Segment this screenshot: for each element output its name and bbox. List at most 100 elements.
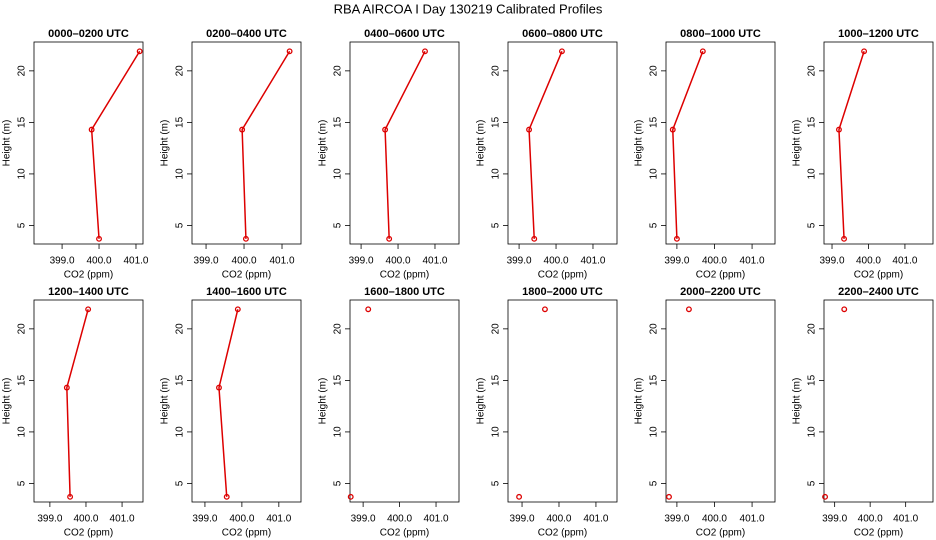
x-tick-label: 399.0 (194, 256, 219, 267)
y-tick-label: 5 (807, 480, 818, 486)
profile-line (838, 51, 865, 239)
x-axis-label: CO2 (ppm) (64, 270, 113, 281)
y-tick-label: 15 (17, 116, 28, 128)
data-point (67, 493, 74, 500)
y-tick-label: 20 (175, 65, 186, 77)
x-tick-label: 399.0 (820, 256, 845, 267)
y-tick-label: 15 (491, 374, 502, 386)
x-axis-label: CO2 (ppm) (222, 528, 271, 539)
x-tick-label: 400.0 (87, 256, 112, 267)
profile-line (672, 51, 704, 239)
x-tick-label: 401.0 (893, 514, 918, 525)
y-tick-label: 20 (175, 323, 186, 335)
y-tick-label: 20 (333, 323, 344, 335)
y-tick-label: 10 (807, 426, 818, 438)
panel-title: 1200–1400 UTC (48, 286, 129, 298)
x-tick-label: 400.0 (232, 256, 257, 267)
x-tick-label: 401.0 (269, 256, 294, 267)
data-point (516, 493, 523, 500)
x-axis-label: CO2 (ppm) (696, 270, 745, 281)
x-tick-label: 401.0 (740, 256, 765, 267)
panel-title: 1000–1200 UTC (838, 28, 919, 40)
data-point (286, 48, 293, 55)
y-tick-label: 10 (333, 168, 344, 180)
y-tick-label: 20 (491, 323, 502, 335)
x-tick-label: 399.0 (822, 514, 847, 525)
profile-line (528, 50, 563, 239)
plot-frame (507, 299, 618, 503)
x-tick-label: 401.0 (740, 514, 765, 525)
y-tick-label: 10 (491, 168, 502, 180)
x-tick-label: 401.0 (123, 256, 148, 267)
data-point (666, 493, 672, 500)
panel-title: 0400–0600 UTC (364, 28, 445, 40)
y-tick-label: 5 (333, 480, 344, 486)
y-tick-label: 10 (175, 168, 186, 180)
plot-frame (191, 299, 302, 503)
x-tick-label: 400.0 (702, 256, 727, 267)
y-tick-label: 5 (17, 480, 28, 486)
data-point (234, 306, 241, 313)
profile-line (218, 309, 239, 497)
data-point (541, 306, 548, 313)
x-tick-label: 400.0 (387, 514, 412, 525)
y-tick-label: 15 (333, 116, 344, 128)
panel-title: 0000–0200 UTC (48, 28, 129, 40)
y-tick-label: 5 (175, 222, 186, 228)
y-tick-label: 15 (175, 116, 186, 128)
profile-line (66, 309, 89, 497)
y-tick-label: 10 (649, 426, 660, 438)
data-point (558, 48, 565, 55)
data-point (347, 493, 354, 500)
data-point (96, 235, 102, 242)
y-tick-label: 5 (491, 480, 502, 486)
plot-frame (349, 299, 460, 503)
data-point (861, 48, 868, 55)
y-tick-label: 10 (649, 168, 660, 180)
y-axis-label: Height (m) (476, 120, 487, 167)
data-point (526, 126, 533, 133)
y-tick-label: 15 (333, 374, 344, 386)
y-tick-label: 15 (17, 374, 28, 386)
data-point (841, 306, 848, 313)
y-tick-label: 20 (807, 323, 818, 335)
panel-title: 2200–2400 UTC (838, 286, 919, 298)
data-point (386, 235, 393, 242)
data-point (365, 306, 372, 313)
x-tick-label: 401.0 (422, 256, 447, 267)
plot-frame (665, 41, 776, 245)
y-tick-label: 15 (649, 116, 660, 128)
data-point (239, 126, 246, 133)
y-tick-label: 20 (491, 65, 502, 77)
y-tick-label: 10 (491, 426, 502, 438)
plot-frame (823, 41, 934, 245)
panel-title: 0200–0400 UTC (206, 28, 287, 40)
y-tick-label: 5 (175, 480, 186, 486)
y-tick-label: 5 (649, 222, 660, 228)
x-axis-label: CO2 (ppm) (222, 270, 271, 281)
data-point (531, 235, 538, 242)
x-tick-label: 399.0 (192, 514, 217, 525)
data-point (136, 48, 143, 55)
data-point (223, 493, 230, 500)
x-tick-label: 400.0 (858, 514, 883, 525)
y-tick-label: 15 (491, 116, 502, 128)
x-axis-label: CO2 (ppm) (854, 528, 903, 539)
y-tick-label: 15 (807, 374, 818, 386)
y-axis-label: Height (m) (634, 378, 645, 425)
y-tick-label: 20 (807, 65, 818, 77)
y-tick-label: 5 (807, 222, 818, 228)
y-axis-label: Height (m) (160, 120, 171, 167)
data-point (673, 235, 680, 242)
x-tick-label: 399.0 (50, 256, 75, 267)
panel-title: 0800–1000 UTC (680, 28, 761, 40)
x-tick-label: 401.0 (892, 256, 917, 267)
plot-frame (507, 41, 618, 245)
y-tick-label: 10 (807, 168, 818, 180)
panel-title: 1800–2000 UTC (522, 286, 603, 298)
x-axis-label: CO2 (ppm) (696, 528, 745, 539)
x-tick-label: 400.0 (702, 514, 727, 525)
x-tick-label: 399.0 (349, 256, 374, 267)
y-axis-label: Height (m) (318, 378, 329, 425)
